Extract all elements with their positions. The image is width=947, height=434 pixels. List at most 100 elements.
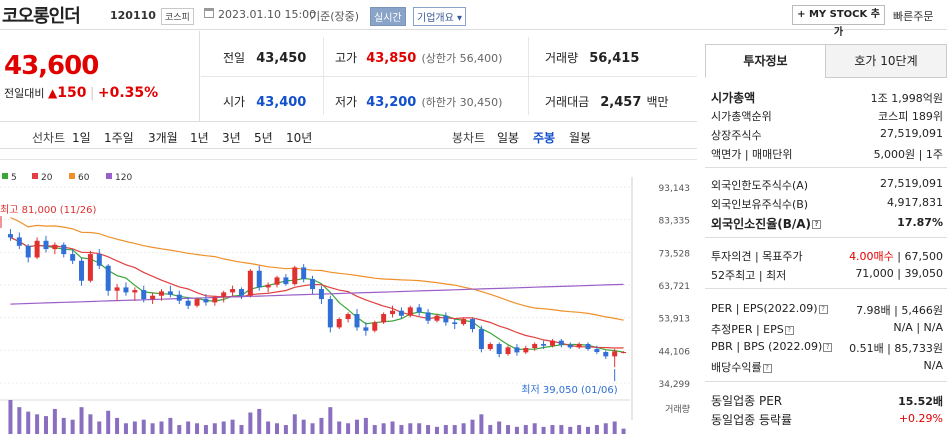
quick-order-button[interactable]: 빠른주문 [893, 10, 934, 23]
volume-bar [115, 417, 120, 434]
opinion-value: 4.00매수 | 67,500 [849, 250, 943, 263]
help-icon[interactable]: ? [812, 220, 822, 229]
candle-body [159, 291, 164, 296]
candle-body [381, 314, 387, 323]
shares-label: 상장주식수 [711, 129, 762, 142]
candle-monthly[interactable]: 월봉 [569, 131, 592, 145]
candle-body [274, 277, 280, 285]
pbr-label: PBR | BPS (2022.09)? [711, 340, 833, 353]
change-row: 전일대비 ▲150 | +0.35% [4, 85, 159, 101]
opinion-label: 투자의견 | 목표주가 [711, 250, 803, 263]
volume-bar [97, 421, 102, 434]
legend-label-5: 5 [11, 173, 17, 183]
volume-bar [159, 421, 164, 434]
candle-daily[interactable]: 일봉 [497, 131, 520, 145]
volume-bar [452, 425, 457, 434]
volume-bar [568, 426, 573, 434]
candle-body [292, 267, 298, 285]
volume-bar [275, 423, 280, 434]
candle-body [150, 295, 156, 300]
prev-close: 전일 43,450 [223, 51, 307, 66]
y-tick-label: 53,913 [659, 315, 691, 325]
candle-body [336, 319, 342, 328]
dividend-label: 배당수익률? [711, 359, 772, 375]
volume-bar [212, 423, 217, 434]
volume-bar [586, 426, 591, 434]
candle-weekly[interactable]: 주봉 [533, 131, 556, 145]
volume-bar [594, 425, 599, 434]
volume-bar [257, 408, 262, 434]
ma-line-60 [10, 216, 624, 321]
volume-bar [381, 423, 386, 434]
volume-bar [141, 419, 146, 434]
stock-header: 코오롱인더 120110 코스피 2023.01.10 15:00 기준(장중)… [0, 0, 947, 38]
foreign-hold-value: 4,917,831 [887, 196, 943, 209]
volume-bar [337, 421, 342, 434]
candle-body [461, 319, 467, 325]
volume-bar [17, 407, 22, 434]
legend-swatch-120 [106, 173, 112, 179]
y-tick-label: 44,106 [659, 347, 691, 357]
legend-swatch-5 [2, 173, 8, 179]
industry-rate-value: +0.29% [898, 412, 943, 425]
volume-bar [52, 408, 57, 434]
help-icon[interactable]: ? [762, 363, 772, 373]
candle-body [52, 244, 58, 250]
period-10y[interactable]: 10년 [286, 131, 313, 145]
legend-swatch-60 [69, 173, 75, 179]
price-chart[interactable]: 5 20 60 120 93,143 83,335 73,528 63,721 53,913 4… [0, 150, 697, 434]
market-badge: 코스피 [161, 8, 194, 25]
trade-amount: 거래대금 2,457 백만 [545, 95, 669, 110]
help-icon[interactable]: ? [823, 342, 833, 352]
quote-datetime: 2023.01.10 15:00 [218, 8, 317, 21]
help-icon[interactable]: ? [784, 325, 794, 335]
change-pct: +0.35% [97, 85, 159, 101]
volume-bar [248, 412, 253, 434]
calendar-icon [204, 8, 214, 18]
candle-body [221, 292, 227, 298]
foreign-ratio-label: 외국인소진율(B/A)? [711, 215, 822, 232]
candle-body [514, 347, 520, 353]
open-price: 시가 43,400 [223, 95, 307, 110]
period-1d[interactable]: 1일 [72, 131, 91, 145]
volume-bar [26, 411, 31, 434]
volume-bar [532, 423, 537, 434]
period-1y[interactable]: 1년 [190, 131, 209, 145]
rank-value: 코스피 189위 [878, 110, 943, 123]
candle-body [70, 254, 76, 261]
candle-body [612, 351, 618, 357]
candle-body [390, 310, 396, 315]
volume-bar [43, 416, 48, 434]
foreign-hold-label: 외국인보유주식수(B) [711, 198, 809, 211]
y-tick-label: 83,335 [659, 217, 691, 227]
tab-invest-info[interactable]: 투자정보 [705, 44, 826, 78]
period-5y[interactable]: 5년 [254, 131, 273, 145]
candle-body [372, 322, 378, 331]
foreign-ratio-value: 17.87% [897, 216, 943, 229]
help-icon[interactable]: ? [818, 304, 828, 314]
market-cap-label: 시가총액 [711, 91, 756, 105]
realtime-button[interactable]: 실시간 [370, 7, 406, 26]
volume-bar [550, 425, 555, 434]
quote-summary: 전일 43,450 고가 43,850 (상한가 56,400) 거래량 56,… [201, 31, 697, 121]
volume-bar [266, 421, 271, 434]
candle-body [123, 287, 129, 293]
current-price: 43,600 [4, 51, 99, 81]
volume-bar [132, 421, 137, 434]
period-3m[interactable]: 3개월 [148, 131, 178, 145]
volume-bar [417, 423, 422, 434]
legend-label-20: 20 [41, 173, 53, 183]
add-mystock-button[interactable]: + MY STOCK 추가 [792, 5, 885, 38]
period-3y[interactable]: 3년 [222, 131, 241, 145]
volume-bar [239, 425, 244, 434]
foreign-limit-value: 27,519,091 [880, 177, 943, 190]
dividend-value: N/A [923, 359, 943, 372]
legend-swatch-20 [32, 173, 38, 179]
high-price: 고가 43,850 (상한가 56,400) [335, 51, 503, 66]
volume-bar [168, 417, 173, 434]
tab-hoga[interactable]: 호가 10단계 [825, 44, 947, 78]
company-overview-button[interactable]: 기업개요 ▾ [413, 7, 467, 26]
period-1w[interactable]: 1주일 [104, 131, 134, 145]
candle-body [407, 307, 413, 316]
volume-bar [426, 425, 431, 434]
